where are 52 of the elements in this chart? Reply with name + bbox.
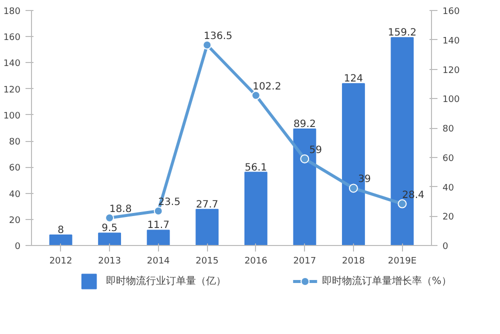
y-tick-label: 0 <box>14 242 21 252</box>
y-tick-label: 140 <box>3 59 21 70</box>
legend-label: 即时物流订单量增长率（%） <box>322 275 452 287</box>
y-tick-label: 40 <box>9 190 21 200</box>
data-label: 9.5 <box>102 223 118 234</box>
data-label: 18.8 <box>109 204 132 215</box>
data-label: 89.2 <box>294 119 316 130</box>
bar <box>244 172 268 246</box>
data-label: 159.2 <box>388 28 417 39</box>
y-tick-label: 180 <box>3 7 21 17</box>
y-tick-label: 60 <box>9 164 21 174</box>
point <box>202 40 212 50</box>
point <box>251 90 260 100</box>
data-label: 136.5 <box>204 31 232 42</box>
y2-tick-label: 40 <box>442 183 454 194</box>
point <box>398 199 407 208</box>
bar <box>146 230 170 246</box>
legend-label: 即时物流行业订单量（亿） <box>106 275 226 287</box>
x-tick-label: 2012 <box>49 256 72 266</box>
data-label: 27.7 <box>196 199 218 210</box>
x-tick-label: 2013 <box>98 256 122 266</box>
point <box>300 154 310 164</box>
bar <box>49 234 72 246</box>
y-tick-label: 20 <box>9 216 21 226</box>
y2-tick-label: 100 <box>442 95 460 106</box>
x-tick-label: 2016 <box>244 256 268 266</box>
data-label: 11.7 <box>147 220 170 232</box>
point <box>348 184 358 193</box>
x-tick-label: 2018 <box>342 256 366 266</box>
y-tick-label: 120 <box>3 85 21 96</box>
y2-tick-label: 80 <box>442 124 454 134</box>
x-tick-label: 2017 <box>293 256 316 266</box>
y2-tick-label: 0 <box>442 242 448 252</box>
bar <box>98 232 122 246</box>
data-label: 8 <box>58 225 64 236</box>
y2-tick-label: 160 <box>442 7 460 17</box>
point <box>105 213 114 222</box>
y-tick-label: 80 <box>9 138 21 148</box>
data-label: 56.1 <box>244 162 268 174</box>
x-tick-label: 2015 <box>196 256 219 266</box>
data-label: 124 <box>344 74 363 85</box>
y-tick-label: 160 <box>3 33 21 44</box>
y2-tick-label: 20 <box>442 212 454 223</box>
y2-tick-label: 60 <box>442 154 454 164</box>
y2-tick-label: 140 <box>442 36 460 46</box>
y-tick-label: 100 <box>3 111 21 122</box>
bar <box>196 208 219 246</box>
x-tick-label: 2014 <box>146 256 170 266</box>
point <box>154 206 163 216</box>
x-tick-label: 2019E <box>388 256 417 266</box>
data-label: 102.2 <box>252 81 282 92</box>
y2-tick-label: 120 <box>442 66 460 76</box>
